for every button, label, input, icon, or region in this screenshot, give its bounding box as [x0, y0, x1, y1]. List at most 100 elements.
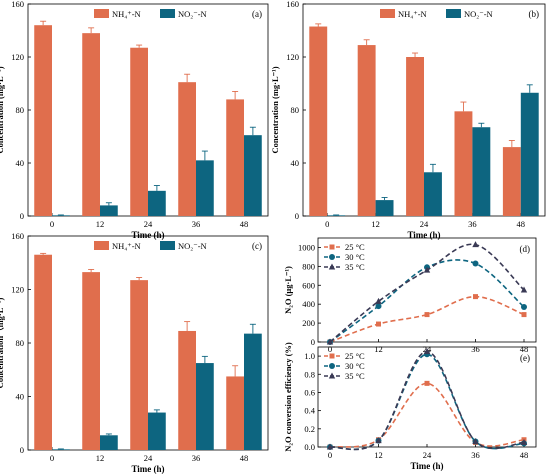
- y-tick-label: 120: [11, 52, 24, 62]
- bar-nh4: [82, 33, 100, 217]
- y-tick-label: 120: [286, 52, 299, 62]
- marker-triangle: [472, 241, 479, 248]
- y-tick-label: 40: [291, 158, 300, 168]
- marker-circle: [329, 363, 335, 369]
- marker-square: [424, 312, 430, 318]
- bar-no2: [52, 215, 70, 216]
- series-line: [329, 295, 525, 343]
- y-tick-label: 80: [291, 105, 300, 115]
- legend-label: NH₄⁺-N: [112, 9, 141, 19]
- panel-label: (c): [252, 241, 262, 251]
- marker-square: [521, 312, 527, 318]
- bar-nh4: [502, 147, 521, 216]
- bar-no2: [520, 92, 539, 216]
- marker-circle: [375, 303, 382, 310]
- y-tick-label: 40: [16, 392, 25, 402]
- bar-no2: [244, 135, 262, 216]
- panel-label: (a): [252, 9, 262, 19]
- y-tick-label: 400: [302, 299, 315, 309]
- legend-label: 35 °C: [345, 262, 365, 272]
- y-tick-label: 80: [16, 338, 25, 348]
- y-tick-label: 0.0: [304, 442, 315, 452]
- y-tick-label: 0: [295, 211, 299, 221]
- x-tick-label: 12: [374, 450, 383, 460]
- panel-label: (b): [529, 9, 540, 19]
- line-panel-d: 0200400600800100001224364825 °C30 °C35 °…: [283, 237, 537, 354]
- legend-label: NH₄⁺-N: [112, 241, 141, 251]
- x-tick-label: 0: [325, 219, 329, 229]
- y-tick-label: 600: [302, 280, 315, 290]
- legend-swatch: [94, 9, 109, 18]
- x-tick-label: 0: [328, 450, 332, 460]
- bar-panel-a: 0 40 80 120 160 0 12 24 36 48 Time (h) Concentratio…: [0, 0, 269, 240]
- y-tick-label: 120: [11, 285, 24, 295]
- x-tick-label: 48: [240, 453, 249, 463]
- marker-square: [473, 294, 478, 300]
- legend-label: 25 °C: [345, 351, 365, 361]
- x-tick-label: 48: [520, 344, 529, 354]
- bar-nh4: [178, 82, 196, 216]
- x-axis-label: Time (h): [410, 461, 443, 471]
- y-tick-label: 0: [311, 337, 315, 347]
- bar-no2: [196, 363, 214, 450]
- x-tick-label: 0: [328, 344, 332, 354]
- bar-no2: [148, 190, 166, 216]
- bar-no2: [52, 449, 70, 450]
- bar-no2: [100, 205, 118, 216]
- x-tick-label: 24: [144, 453, 153, 463]
- bar-nh4: [226, 376, 244, 450]
- x-tick-label: 36: [192, 219, 201, 229]
- bar-nh4: [82, 272, 100, 450]
- x-tick-label: 48: [517, 219, 526, 229]
- y-tick-label: 0.4: [304, 406, 315, 416]
- y-tick-label: 80: [16, 105, 25, 115]
- bar-nh4: [130, 280, 148, 450]
- marker-triangle: [328, 263, 336, 270]
- bar-no2: [472, 127, 491, 216]
- y-tick-label: 200: [302, 318, 315, 328]
- legend-swatch: [94, 241, 109, 250]
- y-tick-label: 40: [16, 158, 25, 168]
- marker-triangle: [423, 348, 431, 355]
- marker-circle: [472, 260, 479, 267]
- bar-nh4: [34, 254, 52, 450]
- bar-nh4: [178, 330, 196, 450]
- x-tick-label: 12: [371, 219, 380, 229]
- bar-no2: [244, 333, 262, 450]
- y-tick-label: 0.2: [304, 424, 315, 434]
- x-axis-label: Time (h): [131, 230, 164, 240]
- bar-no2: [100, 435, 118, 450]
- marker-triangle: [520, 438, 528, 445]
- legend-label: NO₂⁻-N: [178, 241, 207, 251]
- bar-nh4: [357, 45, 376, 217]
- x-tick-label: 36: [471, 450, 480, 460]
- marker-triangle: [423, 266, 431, 273]
- legend-swatch: [380, 9, 395, 18]
- x-tick-label: 36: [471, 344, 480, 354]
- x-axis-label: Time (h): [407, 230, 440, 240]
- y-tick-label: 800: [302, 261, 315, 271]
- marker-triangle: [326, 338, 334, 345]
- marker-triangle: [472, 438, 479, 445]
- y-tick-label: 160: [11, 0, 24, 9]
- legend-label: 30 °C: [345, 361, 365, 371]
- panel-label: (d): [520, 244, 531, 254]
- legend-swatch: [446, 9, 461, 18]
- y-axis-label: Concentration (mg·L⁻¹): [0, 66, 5, 153]
- marker-square: [376, 321, 381, 327]
- panel-label: (e): [520, 353, 530, 363]
- marker-triangle: [375, 437, 382, 444]
- x-axis-label: Time (h): [131, 464, 164, 474]
- series-line: [329, 382, 525, 448]
- x-tick-label: 48: [520, 450, 529, 460]
- marker-square: [329, 353, 335, 359]
- x-tick-label: 0: [50, 219, 54, 229]
- bar-nh4: [130, 47, 148, 216]
- legend-label: NO₂⁻-N: [178, 9, 207, 19]
- y-tick-label: 160: [286, 0, 299, 9]
- bar-nh4: [406, 57, 424, 216]
- y-tick-label: 1.0: [304, 351, 315, 361]
- marker-circle: [521, 304, 527, 311]
- bar-no2: [327, 215, 346, 216]
